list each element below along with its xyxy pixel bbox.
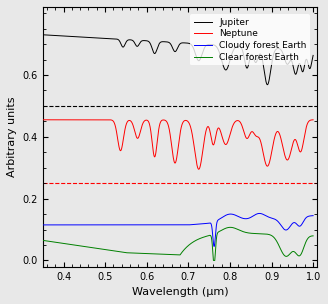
Clear forest Earth (306, 237, 310, 240)
Cloudy forest Earth (212, 245, 216, 248)
Neptune (311, 118, 315, 122)
Clear forest Earth (88, 246, 92, 249)
Cloudy forest Earth (72, 223, 75, 227)
Cloudy forest Earth (257, 212, 261, 215)
Neptune (156, 132, 160, 136)
Cloudy forest Earth (88, 223, 92, 227)
Jupiter (306, 61, 310, 65)
Jupiter (88, 36, 92, 39)
Cloudy forest Earth (277, 221, 281, 224)
Legend: Jupiter, Neptune, Cloudy forest Earth, Clear forest Earth: Jupiter, Neptune, Cloudy forest Earth, C… (190, 14, 310, 65)
Y-axis label: Arbitrary units: Arbitrary units (7, 97, 17, 177)
Cloudy forest Earth (306, 215, 310, 218)
Jupiter (311, 54, 315, 57)
X-axis label: Wavelength (μm): Wavelength (μm) (132, 287, 228, 297)
Jupiter (265, 83, 269, 87)
Neptune (277, 131, 281, 134)
Line: Jupiter: Jupiter (43, 35, 313, 85)
Jupiter (41, 33, 45, 36)
Clear forest Earth (41, 239, 45, 242)
Jupiter (144, 39, 148, 43)
Clear forest Earth (72, 243, 75, 247)
Jupiter (156, 44, 160, 48)
Line: Cloudy forest Earth: Cloudy forest Earth (43, 213, 313, 247)
Clear forest Earth (144, 252, 148, 255)
Cloudy forest Earth (156, 223, 160, 227)
Clear forest Earth (311, 234, 315, 238)
Jupiter (72, 35, 75, 38)
Neptune (144, 118, 148, 122)
Jupiter (277, 47, 281, 50)
Neptune (72, 118, 75, 122)
Cloudy forest Earth (41, 223, 45, 227)
Line: Neptune: Neptune (43, 120, 313, 169)
Clear forest Earth (212, 259, 215, 262)
Neptune (88, 118, 92, 122)
Cloudy forest Earth (311, 214, 315, 217)
Cloudy forest Earth (144, 223, 148, 227)
Clear forest Earth (156, 252, 160, 256)
Clear forest Earth (277, 244, 281, 247)
Neptune (306, 121, 310, 125)
Line: Clear forest Earth: Clear forest Earth (43, 227, 313, 261)
Clear forest Earth (228, 226, 232, 229)
Neptune (41, 118, 45, 122)
Neptune (197, 168, 201, 171)
